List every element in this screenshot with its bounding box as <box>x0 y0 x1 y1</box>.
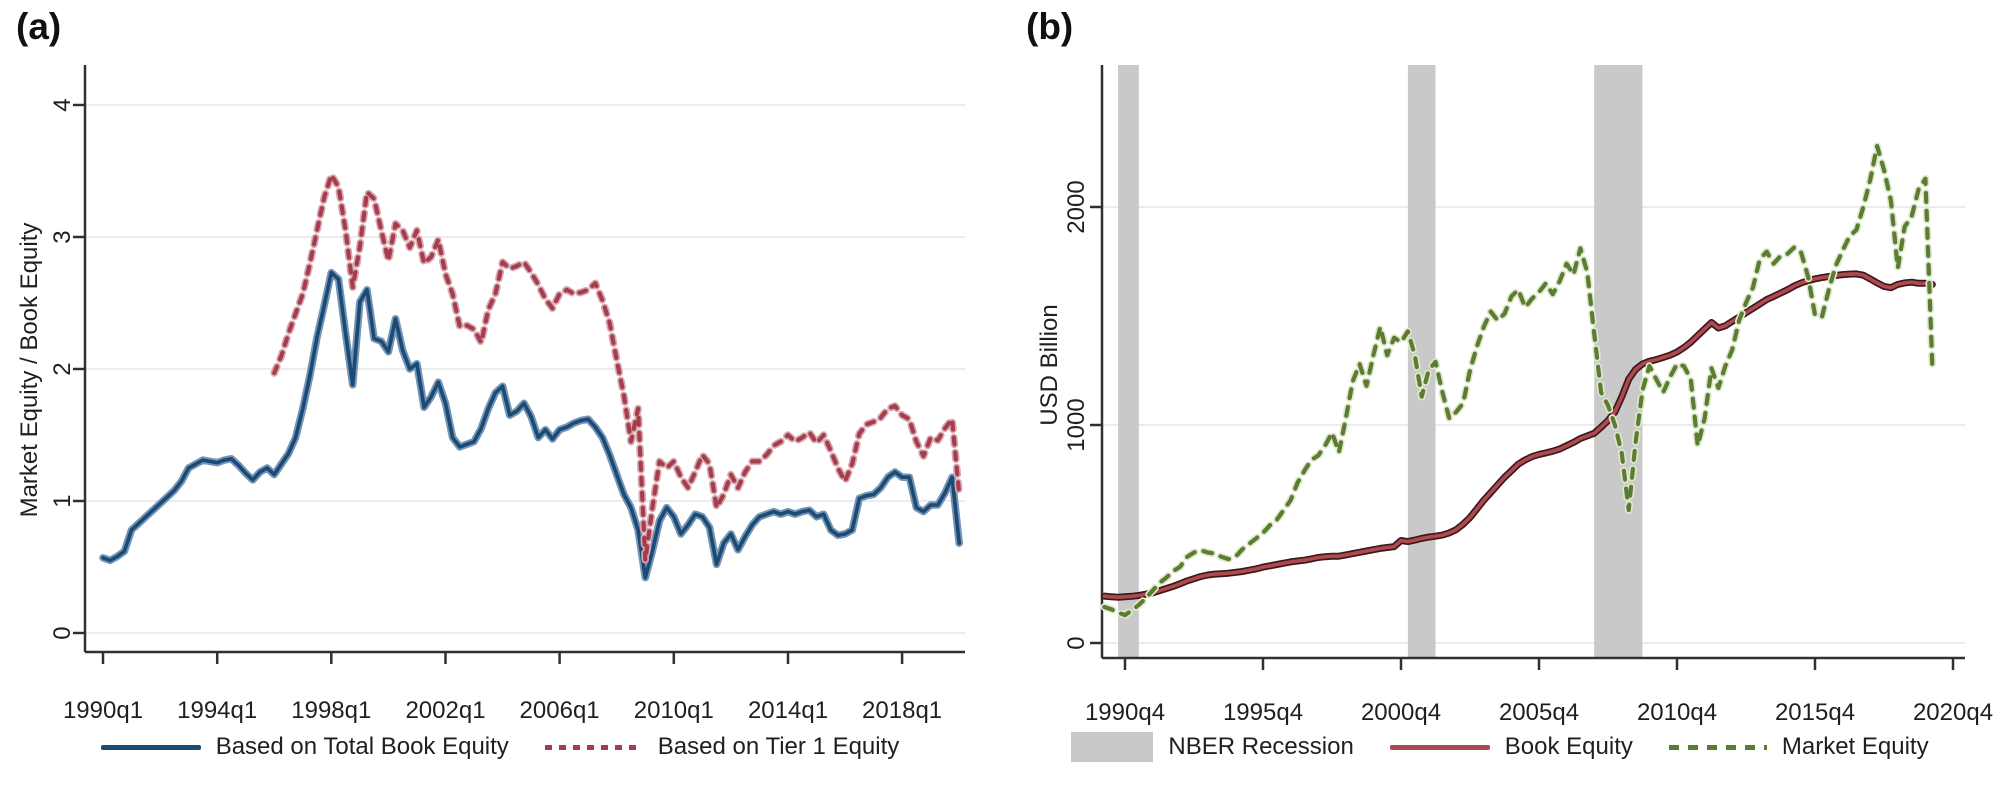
x-tick-label: 2010q1 <box>634 697 714 724</box>
legend-swatch-tier1-equity-dashed-line <box>544 744 643 750</box>
y-tick-label: 0 <box>49 626 76 639</box>
legend-swatch-market-equity-dashed-line <box>1668 744 1767 750</box>
legend-label-book-equity: Book Equity <box>1504 733 1633 760</box>
x-tick-label: 2014q1 <box>748 697 828 724</box>
panel-b-y-axis-title: USD Billion <box>1036 304 1063 426</box>
panel-a-legend: Based on Total Book Equity Based on Tier… <box>0 730 1000 764</box>
legend-item-total-book-equity: Based on Total Book Equity <box>100 733 509 761</box>
y-tick-label: 1000 <box>1063 398 1090 451</box>
x-tick-label: 2015q4 <box>1775 699 1855 726</box>
x-tick-label: 1995q4 <box>1223 699 1303 726</box>
legend-item-tier1-equity: Based on Tier 1 Equity <box>544 733 900 761</box>
series-line <box>1100 142 1937 619</box>
x-tick-label: 2002q1 <box>405 697 485 724</box>
y-tick-label: 2 <box>49 362 76 375</box>
panel-a-y-axis-title: Market Equity / Book Equity <box>16 222 43 518</box>
legend-label-nber-recession: NBER Recession <box>1168 733 1354 760</box>
x-tick-label: 2010q4 <box>1637 699 1717 726</box>
legend-label-market-equity: Market Equity <box>1781 733 1929 760</box>
legend-item-book-equity: Book Equity <box>1389 733 1633 761</box>
series-line <box>272 172 962 563</box>
legend-item-market-equity: Market Equity <box>1668 733 1929 761</box>
series-line <box>1100 270 1936 601</box>
x-tick-label: 2020q4 <box>1913 699 1993 726</box>
legend-swatch-recession-rect <box>1071 732 1154 762</box>
x-tick-label: 2006q1 <box>520 697 600 724</box>
x-tick-label: 2005q4 <box>1499 699 1579 726</box>
panel-b-legend: NBER Recession Book Equity Market Equity <box>1000 730 2000 764</box>
y-tick-label: 3 <box>49 230 76 243</box>
legend-label-tier1-equity: Based on Tier 1 Equity <box>657 733 900 760</box>
panel-b-label: (b) <box>1026 6 1074 47</box>
x-tick-label: 1990q4 <box>1085 699 1165 726</box>
y-tick-label: 1 <box>49 494 76 507</box>
legend-label-total-book-equity: Based on Total Book Equity <box>215 733 509 760</box>
x-tick-label: 1990q1 <box>63 697 143 724</box>
legend-swatch-total-book-equity-line <box>100 744 201 750</box>
legend-item-nber-recession: NBER Recession <box>1071 732 1354 762</box>
x-tick-label: 1998q1 <box>291 697 371 724</box>
series-line <box>101 270 962 580</box>
series-line <box>1102 143 1935 618</box>
x-tick-label: 2000q4 <box>1361 699 1441 726</box>
y-tick-label: 0 <box>1063 636 1090 649</box>
recession-shading <box>1594 65 1643 658</box>
y-tick-label: 4 <box>49 98 76 111</box>
x-tick-label: 1994q1 <box>177 697 257 724</box>
panel-a-label: (a) <box>16 6 62 47</box>
recession-shading <box>1118 65 1139 658</box>
x-tick-label: 2018q1 <box>862 697 942 724</box>
legend-swatch-book-equity-line <box>1389 744 1490 750</box>
y-tick-label: 2000 <box>1063 180 1090 233</box>
series-line <box>1102 272 1935 600</box>
